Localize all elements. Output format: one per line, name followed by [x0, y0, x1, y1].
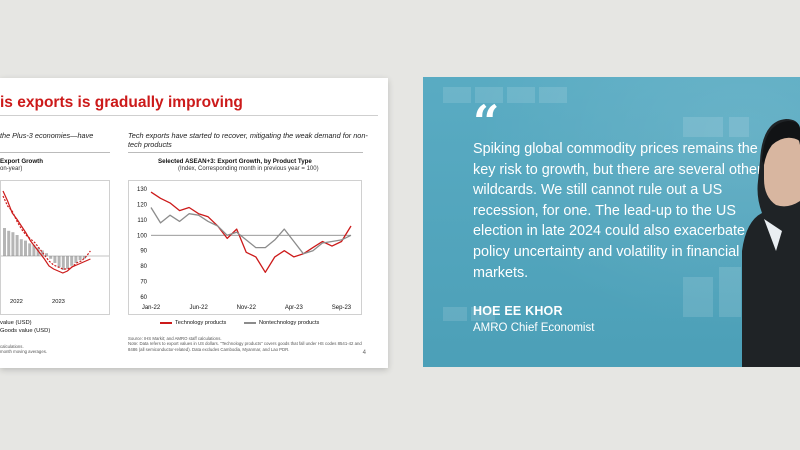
x-tick-label-Sep-23: Sep-23 — [332, 305, 352, 311]
x-tick-label-Apr-23: Apr-23 — [285, 305, 304, 311]
right-chart-title: Selected ASEAN+3: Export Growth, by Prod… — [158, 158, 312, 165]
quote-text: Spiking global commodity prices remains … — [473, 141, 762, 281]
y-tick-label-120: 120 — [137, 202, 148, 208]
quote-card-background — [423, 77, 800, 367]
slide-title: is exports is gradually improving — [0, 94, 243, 111]
legend-technology-swatch — [160, 322, 172, 324]
left-bar — [3, 228, 6, 256]
right-panel-subtitle: Tech exports have started to recover, mi… — [128, 131, 368, 149]
left-bar — [70, 256, 74, 266]
speaker-name: HOE EE KHOR — [473, 304, 563, 318]
right-chart-subtitle: (Index, Corresponding month in previous … — [178, 166, 319, 172]
left-bar — [28, 243, 32, 256]
left-chart-subtitle: on-year) — [0, 166, 23, 172]
left-bar — [82, 256, 86, 259]
left-bar — [11, 232, 15, 256]
left-series-line-solid — [2, 190, 91, 274]
legend-technology-label: Technology products — [175, 320, 227, 326]
left-bar — [19, 239, 23, 256]
left-bar — [66, 256, 69, 269]
left-footnote: calculations. month moving averages. — [0, 344, 48, 355]
x-tick-label-Jan-22: Jan-22 — [142, 305, 161, 311]
left-panel-subtitle: the Plus-3 economies—have — [0, 131, 94, 140]
quote-mark-icon: “ — [473, 95, 500, 149]
left-subtitle-rule — [0, 152, 110, 153]
y-tick-label-130: 130 — [137, 187, 148, 193]
left-chart-title: Export Growth — [0, 158, 43, 165]
legend-nontechnology-label: Nontechnology products — [259, 320, 320, 326]
quote-card: “ Spiking global commodity prices remain… — [423, 77, 800, 367]
x-tick-label-Jun-22: Jun-22 — [189, 305, 208, 311]
presentation-slide: is exports is gradually improving the Pl… — [0, 78, 388, 368]
left-bar — [57, 256, 61, 268]
left-bar — [61, 256, 65, 270]
left-bar — [32, 244, 36, 256]
y-tick-label-60: 60 — [140, 295, 147, 301]
right-chart-svg: 60 70 80 90 100 110 120 130 Jan-22 Jun-22 Nov-22 Ap… — [137, 187, 352, 311]
left-bar — [78, 256, 82, 261]
legend-nontechnology: Nontechnology products — [244, 320, 319, 326]
background-pattern — [443, 87, 749, 321]
left-bar — [45, 253, 48, 256]
series-line-technology — [150, 191, 352, 273]
left-chart-svg — [1, 190, 109, 274]
left-bar — [7, 230, 11, 256]
y-tick-label-80: 80 — [140, 264, 147, 270]
left-chart-plot — [0, 180, 110, 315]
right-chart-plot: 60 70 80 90 100 110 120 130 Jan-22 Jun-22 Nov-22 Ap… — [128, 180, 362, 315]
source-note: Source: IHS Markit; and AMRO staff calcu… — [128, 336, 362, 352]
right-subtitle-rule — [128, 152, 363, 153]
y-tick-label-100: 100 — [137, 233, 148, 239]
page-number: 4 — [362, 350, 366, 356]
left-bar — [36, 247, 40, 256]
y-tick-label-90: 90 — [140, 249, 147, 255]
y-tick-label-110: 110 — [137, 218, 147, 224]
y-tick-label-70: 70 — [140, 280, 147, 286]
series-line-nontechnology — [150, 207, 352, 255]
speaker-photo — [742, 119, 800, 367]
speaker-title: AMRO Chief Economist — [473, 322, 595, 334]
left-bar — [24, 240, 27, 256]
left-bar — [49, 256, 53, 259]
left-legend-goods-value: Goods value (USD) — [0, 328, 51, 334]
legend-technology: Technology products — [160, 320, 226, 326]
left-x-tick-2023: 2023 — [52, 299, 65, 305]
left-legend-value: value (USD) — [0, 320, 32, 326]
left-x-tick-2022: 2022 — [10, 299, 23, 305]
left-bar — [53, 256, 57, 263]
left-bar — [74, 256, 78, 263]
x-tick-label-Nov-22: Nov-22 — [237, 305, 257, 311]
left-bar — [15, 235, 19, 256]
title-divider — [0, 115, 378, 116]
legend-nontechnology-swatch — [244, 322, 256, 324]
